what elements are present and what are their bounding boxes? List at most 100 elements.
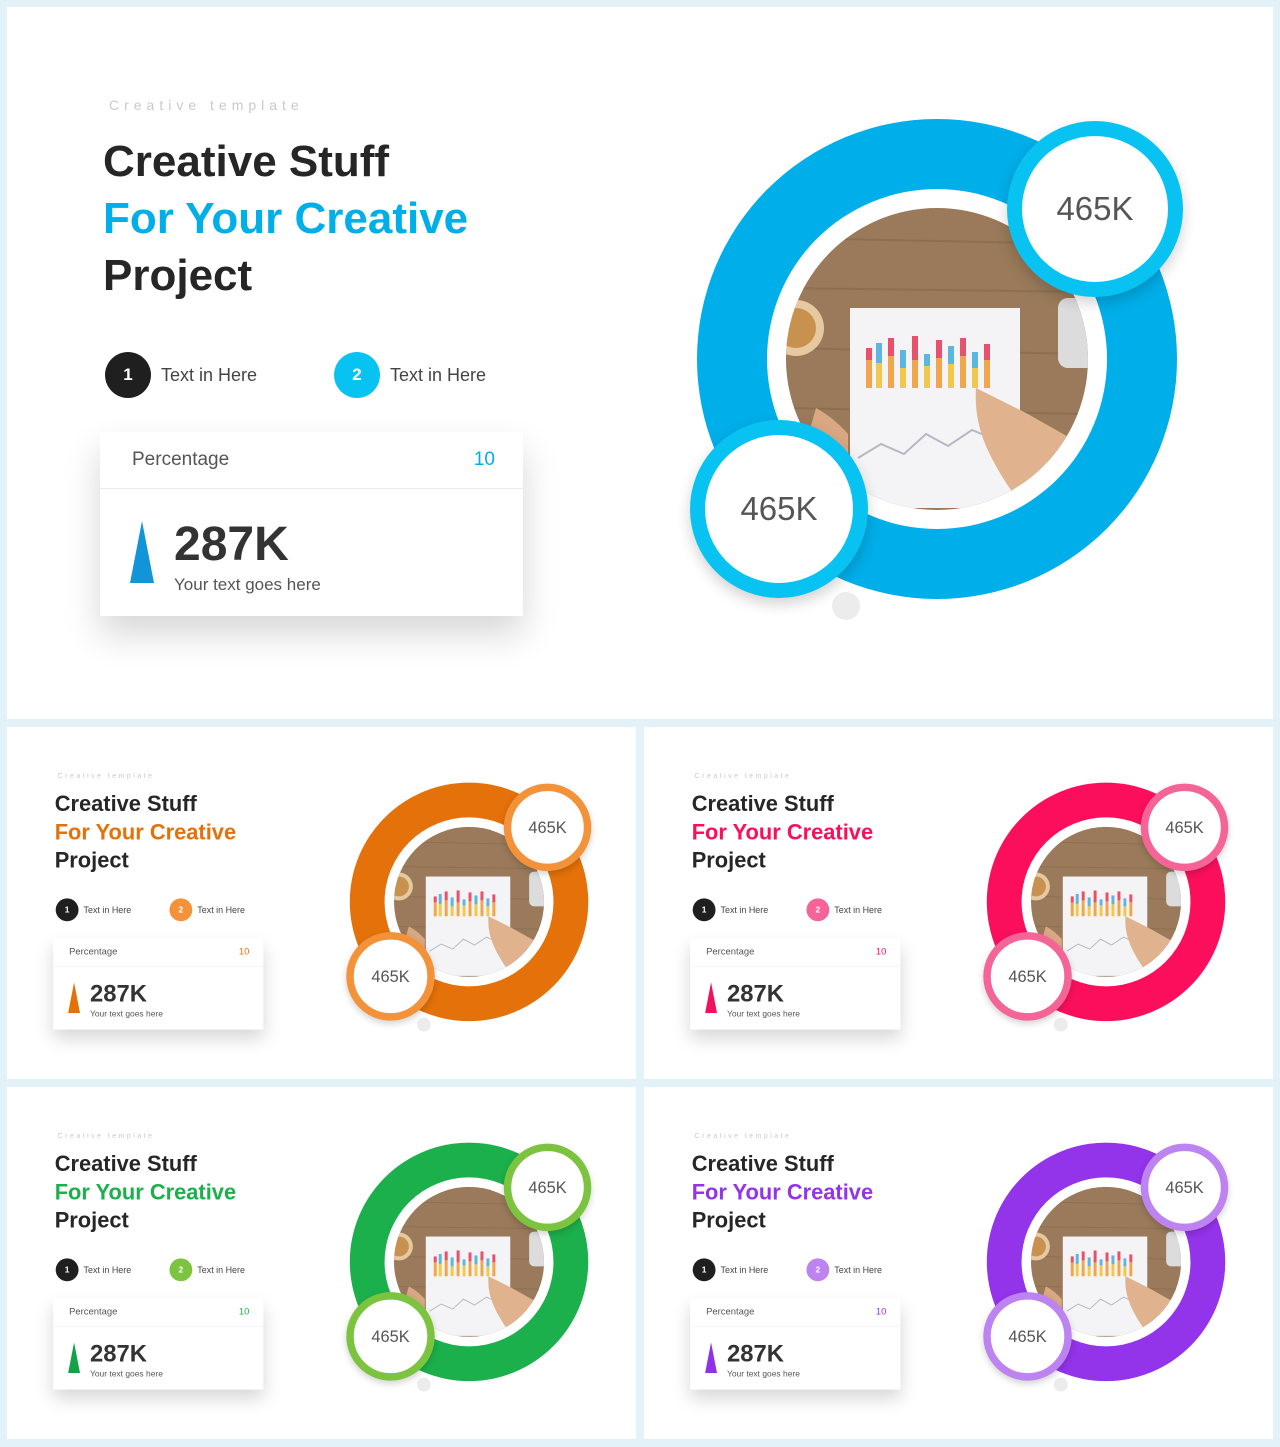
stat-bubble-bottom: 465K <box>346 932 435 1021</box>
stat-bubble-top: 465K <box>503 1143 592 1232</box>
card-value: 10 <box>238 946 250 958</box>
triangle-icon <box>705 982 718 1014</box>
title-line-3: Project <box>103 251 253 300</box>
stat-value: 287K <box>726 980 784 1008</box>
step-2-label: Text in Here <box>834 1264 882 1275</box>
triangle-icon <box>705 1342 718 1374</box>
title-line-3: Project <box>54 1208 129 1233</box>
percentage-card: Percentage 10 287K Your text goes here <box>690 1298 901 1390</box>
decorative-dot <box>1053 1017 1068 1032</box>
slide-orange: Creative template Creative Stuff For You… <box>7 727 636 1079</box>
step-2: 2 Text in Here <box>806 1258 882 1282</box>
stat-subtext: Your text goes here <box>174 575 321 594</box>
percentage-card: Percentage 10 287K Your text goes here <box>100 432 523 616</box>
stat-bubble-top: 465K <box>503 783 592 872</box>
step-2-label: Text in Here <box>197 1264 245 1275</box>
card-body: 287K Your text goes here <box>690 966 900 1029</box>
step-1-label: Text in Here <box>720 904 769 915</box>
card-value: 10 <box>875 1306 887 1318</box>
slide-title: Creative Stuff For Your Creative Project <box>55 790 236 875</box>
stat-bubble-top: 465K <box>1140 783 1229 872</box>
eyebrow-text: Creative template <box>694 771 792 780</box>
card-label: Percentage <box>706 1306 755 1318</box>
stat-bubble-top: 465K <box>1007 121 1183 297</box>
step-2-badge: 2 <box>169 898 193 922</box>
photo-bars <box>433 890 496 917</box>
title-line-2: For Your Creative <box>54 1179 237 1205</box>
triangle-icon <box>68 1342 81 1374</box>
step-2: 2 Text in Here <box>806 898 882 922</box>
slide-green: Creative template Creative Stuff For You… <box>7 1087 636 1439</box>
card-value: 10 <box>875 946 887 958</box>
card-header: Percentage 10 <box>53 938 264 967</box>
slide-title: Creative Stuff For Your Creative Project <box>692 1150 873 1235</box>
stat-bubble-bottom: 465K <box>983 932 1072 1021</box>
stat-value: 287K <box>174 518 289 571</box>
step-1-badge: 1 <box>692 1258 716 1282</box>
step-2: 2 Text in Here <box>334 352 486 398</box>
decorative-dot <box>416 1377 431 1392</box>
stat-value: 287K <box>89 980 147 1008</box>
slide-blue-large: Creative template Creative Stuff For You… <box>7 7 1273 719</box>
title-line-1: Creative Stuff <box>54 1151 197 1176</box>
triangle-icon <box>130 521 154 583</box>
step-1: 1 Text in Here <box>692 1258 769 1282</box>
step-2: 2 Text in Here <box>169 1258 245 1282</box>
step-1: 1 Text in Here <box>55 898 132 922</box>
card-label: Percentage <box>69 946 118 958</box>
step-2-badge: 2 <box>806 1258 830 1282</box>
title-line-1: Creative Stuff <box>691 1151 834 1176</box>
percentage-card: Percentage 10 287K Your text goes here <box>690 938 901 1030</box>
title-line-2: For Your Creative <box>691 819 874 845</box>
percentage-card: Percentage 10 287K Your text goes here <box>53 938 264 1030</box>
stat-subtext: Your text goes here <box>89 1009 163 1019</box>
title-line-1: Creative Stuff <box>54 791 197 816</box>
card-body: 287K Your text goes here <box>53 1326 263 1389</box>
step-2-badge: 2 <box>806 898 830 922</box>
photo-bars <box>433 1250 496 1277</box>
step-2-badge: 2 <box>169 1258 193 1282</box>
photo-bars <box>1070 890 1133 917</box>
title-line-1: Creative Stuff <box>103 137 390 186</box>
stat-subtext: Your text goes here <box>89 1369 163 1379</box>
chart-photo <box>786 208 1088 510</box>
title-line-3: Project <box>691 848 766 873</box>
step-1-label: Text in Here <box>83 904 132 915</box>
step-1-badge: 1 <box>55 1258 79 1282</box>
title-line-2: For Your Creative <box>103 194 469 243</box>
photo-bars <box>866 336 990 388</box>
stat-subtext: Your text goes here <box>726 1369 800 1379</box>
card-body: 287K Your text goes here <box>100 489 523 615</box>
step-1-label: Text in Here <box>720 1264 769 1275</box>
card-value: 10 <box>473 449 495 470</box>
step-2-badge: 2 <box>334 352 380 398</box>
stat-value: 287K <box>726 1340 784 1368</box>
eyebrow-text: Creative template <box>109 97 304 113</box>
slide-pink: Creative template Creative Stuff For You… <box>644 727 1273 1079</box>
slide-title: Creative Stuff For Your Creative Project <box>55 1150 236 1235</box>
decorative-dot <box>832 592 860 620</box>
photo-bars <box>1070 1250 1133 1277</box>
slide-purple: Creative template Creative Stuff For You… <box>644 1087 1273 1439</box>
title-line-3: Project <box>54 848 129 873</box>
slide-title: Creative Stuff For Your Creative Project <box>103 133 468 304</box>
step-1: 1 Text in Here <box>692 898 769 922</box>
card-header: Percentage 10 <box>100 432 523 489</box>
step-2: 2 Text in Here <box>169 898 245 922</box>
slide-title: Creative Stuff For Your Creative Project <box>692 790 873 875</box>
card-label: Percentage <box>706 946 755 958</box>
title-line-1: Creative Stuff <box>691 791 834 816</box>
decorative-dot <box>1053 1377 1068 1392</box>
stat-subtext: Your text goes here <box>726 1009 800 1019</box>
step-1-badge: 1 <box>105 352 151 398</box>
stat-value: 287K <box>89 1340 147 1368</box>
step-1-badge: 1 <box>692 898 716 922</box>
step-1-label: Text in Here <box>161 364 258 385</box>
stat-bubble-bottom: 465K <box>983 1292 1072 1381</box>
step-1-label: Text in Here <box>83 1264 132 1275</box>
card-value: 10 <box>238 1306 250 1318</box>
step-1: 1 Text in Here <box>55 1258 132 1282</box>
step-2-label: Text in Here <box>834 904 882 915</box>
eyebrow-text: Creative template <box>694 1131 792 1140</box>
hand-pointing-at-bar-chart-photo <box>786 208 1088 510</box>
